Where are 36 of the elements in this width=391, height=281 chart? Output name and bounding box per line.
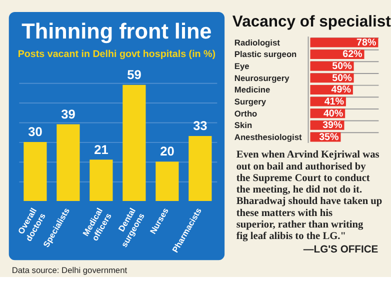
y-tick-label: Neurosurgery	[234, 72, 290, 83]
bar	[90, 160, 113, 202]
bar	[156, 162, 179, 202]
text: —LG'S OFFICE	[303, 244, 378, 256]
y-tick-label: Anesthesiologist	[234, 132, 302, 142]
y-tick-label: Medicine	[234, 84, 271, 95]
bar	[122, 84, 146, 202]
data-label: 30	[28, 124, 42, 140]
data-label: 39%	[322, 120, 343, 132]
data-label: 41%	[324, 96, 344, 108]
data-label: 33	[193, 118, 208, 134]
data-label: 62%	[342, 49, 363, 60]
data-label: 39	[61, 106, 76, 122]
data-label: 50%	[332, 72, 352, 84]
bar	[56, 124, 80, 202]
data-label: 49%	[331, 84, 352, 96]
chart-subtitle: Posts vacant in Delhi govt hospitals (in %)	[18, 49, 216, 60]
chart-title: Thinning front line	[22, 18, 212, 44]
source-note: Data source: Delhi government	[12, 264, 128, 275]
data-label: 50%	[332, 61, 352, 72]
text: Even when Arvind Kejriwal was out on bail and authorised by the Supreme Court to conduct the meeting, he did not do it. Bharadwaj should have taken up these matters with his superior, rather than writing fig leaf alibis to the LG."	[236, 150, 382, 242]
y-tick-label: Skin	[234, 120, 252, 130]
y-tick-label: Eye	[234, 61, 250, 72]
bar	[24, 142, 47, 202]
y-tick-label: Surgery	[234, 96, 266, 107]
data-label: 21	[94, 142, 108, 157]
data-label: 40%	[323, 108, 344, 120]
data-label: 20	[160, 144, 174, 159]
y-tick-label: Plastic surgeon	[234, 49, 297, 60]
data-label: 78%	[356, 37, 376, 48]
data-label: 35%	[319, 132, 340, 143]
bar	[188, 136, 212, 202]
chart-title: Vacancy of specialist	[232, 14, 391, 31]
y-tick-label: Ortho	[234, 108, 258, 118]
y-tick-label: Radiologist	[234, 37, 280, 48]
data-label: 59	[127, 66, 142, 82]
